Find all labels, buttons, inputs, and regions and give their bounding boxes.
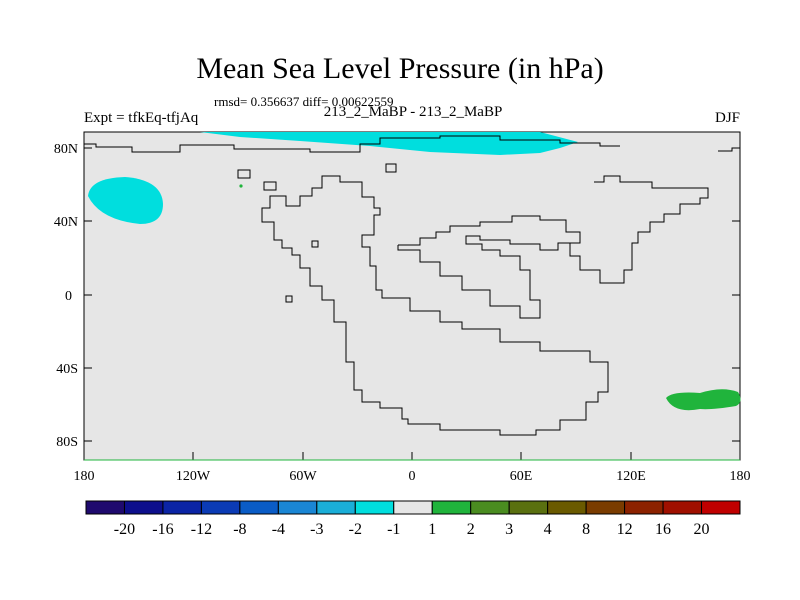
colorbar-box	[662, 500, 703, 515]
x-tick-label: 120W	[176, 469, 211, 484]
y-tick-labels: 80N 40N 0 40S 80S	[54, 142, 78, 450]
colorbar-box	[277, 500, 318, 515]
colorbar-box	[393, 500, 433, 515]
colorbar-box	[85, 500, 125, 515]
colorbar-box	[239, 500, 279, 515]
colorbar-label: -4	[272, 521, 285, 538]
x-tick-labels: 180 120W 60W 0 60E 120E 180	[74, 469, 751, 484]
colorbar-label: -3	[310, 521, 323, 538]
season-label: DJF	[714, 110, 740, 126]
colorbar-box	[508, 500, 549, 515]
colorbar-label: 16	[655, 521, 671, 538]
x-tick-label: 180	[74, 469, 95, 484]
y-axis	[84, 147, 740, 442]
positive-anomaly-dot	[239, 184, 243, 188]
colorbar-label: 4	[544, 521, 552, 538]
colorbar-labels: -20 -16 -12 -8 -4 -3 -2 -1 1 2 3 4 8 12 16 20	[114, 521, 710, 538]
x-axis	[83, 452, 741, 460]
colorbar-label: 1	[428, 521, 436, 538]
colorbar-box	[624, 500, 664, 515]
coastline-small-island-2	[263, 181, 277, 191]
negative-anomaly-arctic	[200, 132, 578, 155]
y-tick-label: 40S	[56, 362, 78, 377]
colorbar-label: -2	[349, 521, 362, 538]
run-label: 213_2_MaBP - 213_2_MaBP	[323, 104, 503, 120]
colorbar-label: -16	[152, 521, 173, 538]
colorbar-label: 2	[467, 521, 475, 538]
x-tick-label: 60E	[510, 469, 533, 484]
colorbar-label: -12	[191, 521, 212, 538]
y-tick-label: 0	[65, 289, 72, 304]
coastline-asia-inner	[397, 235, 570, 319]
colorbar-box	[162, 500, 202, 515]
coastline-asia-outer	[398, 175, 709, 284]
colorbar-box	[470, 500, 510, 515]
x-tick-label: 60W	[289, 469, 317, 484]
colorbar-box	[547, 500, 587, 515]
colorbar-box	[585, 500, 626, 515]
x-tick-label: 120E	[616, 469, 646, 484]
coastline-small-island-3	[385, 163, 397, 173]
colorbar-box	[123, 500, 164, 515]
x-tick-label: 180	[730, 469, 751, 484]
coastline-americas-europe-africa	[261, 175, 609, 436]
colorbar-box	[316, 500, 356, 515]
coastline-small-island-4	[285, 295, 293, 303]
experiment-label: Expt = tfkEq-tfjAq	[84, 110, 199, 126]
negative-anomaly-north-pacific	[88, 177, 163, 224]
plot-area	[83, 131, 741, 461]
colorbar-label: -20	[114, 521, 135, 538]
colorbar-box	[701, 500, 741, 515]
colorbar-label: -8	[233, 521, 246, 538]
colorbar-box	[200, 500, 241, 515]
colorbar-box	[431, 500, 472, 515]
coastline-arctic-north	[84, 135, 620, 153]
stats-line: rmsd= 0.356637 diff= 0.00622559	[214, 94, 394, 109]
colorbar-label: -1	[387, 521, 400, 538]
coastline-small-island-1	[237, 169, 251, 179]
anomaly-regions	[88, 132, 741, 411]
y-tick-label: 40N	[54, 215, 78, 230]
x-tick-label: 0	[409, 469, 416, 484]
colorbar-label: 3	[505, 521, 513, 538]
coastlines	[84, 135, 740, 436]
coastline-small-island-5	[311, 240, 319, 248]
colorbar-boxes	[85, 500, 741, 515]
map-title: Mean Sea Level Pressure (in hPa)	[196, 52, 604, 85]
colorbar-box	[354, 500, 395, 515]
y-tick-label: 80N	[54, 142, 78, 157]
colorbar-label: 20	[694, 521, 710, 538]
y-tick-label: 80S	[56, 435, 78, 450]
positive-anomaly-southern-ocean	[666, 389, 741, 411]
colorbar-label: 12	[617, 521, 633, 538]
colorbar-label: 8	[582, 521, 590, 538]
